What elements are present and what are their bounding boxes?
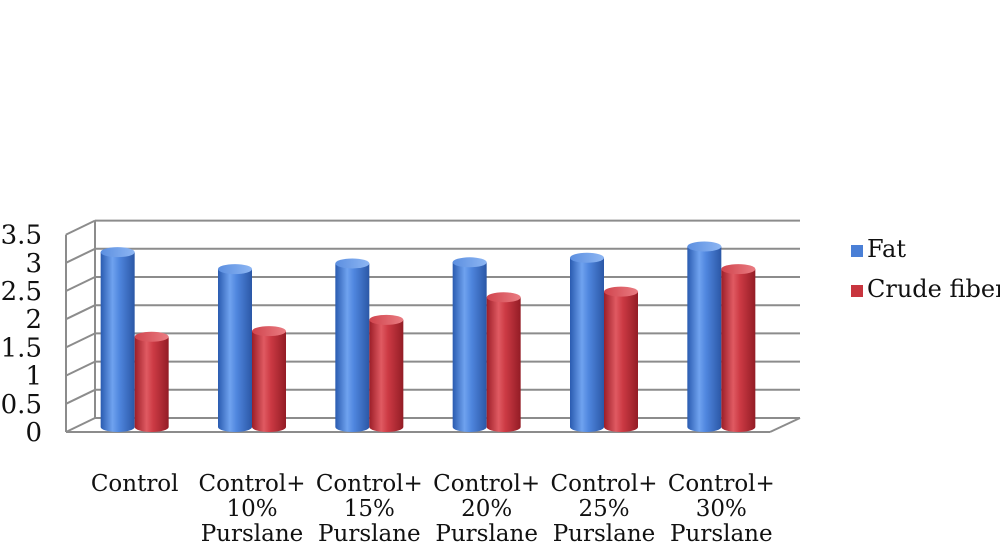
gridline-side <box>65 304 96 321</box>
y-tick-label: 1 <box>25 362 42 392</box>
bar-fat <box>335 258 370 432</box>
gridline-side <box>65 276 96 292</box>
x-tick-label: Control+ 30% Purslane <box>668 471 775 547</box>
bar-fat <box>687 241 722 432</box>
y-tick-label: 2 <box>25 305 42 335</box>
y-tick-label: 1.5 <box>1 333 42 363</box>
legend-label: Crude fiber <box>867 275 1000 303</box>
legend-item-fat: Fat <box>851 235 906 263</box>
y-tick-label: 3.5 <box>1 221 42 251</box>
x-tick-label: Control <box>91 471 179 497</box>
gridline-side <box>65 219 96 236</box>
x-tick-label: Control+ 25% Purslane <box>551 471 658 547</box>
x-tick-label: Control+ 10% Purslane <box>199 471 306 547</box>
bar-crude-fiber <box>604 286 638 432</box>
bar-fat <box>570 252 604 432</box>
y-tick-label: 2.5 <box>1 277 42 307</box>
y-tick-label: 0 <box>25 418 42 448</box>
legend-item-crude-fiber: Crude fiber <box>851 275 1000 303</box>
bar-crude-fiber <box>134 331 169 432</box>
bar-fat <box>100 247 135 432</box>
legend-swatch <box>851 285 863 297</box>
y-tick-label: 3 <box>25 249 42 279</box>
gridline-side <box>65 388 96 405</box>
bar-fat <box>218 264 252 432</box>
y-axis-ticks: 00.511.522.533.5 <box>1 221 42 448</box>
legend-label: Fat <box>867 235 906 263</box>
gridline-side <box>65 417 96 433</box>
legend-swatch <box>851 245 863 257</box>
bars <box>100 241 756 432</box>
bar-crude-fiber <box>369 314 404 432</box>
grid <box>65 219 801 433</box>
y-tick-label: 0.5 <box>1 390 42 420</box>
bar-crude-fiber <box>721 264 756 432</box>
bar-fat <box>452 257 487 432</box>
gridline-side <box>65 332 96 349</box>
gridline-side <box>65 360 96 377</box>
x-tick-label: Control+ 15% Purslane <box>316 471 423 547</box>
x-tick-label: Control+ 20% Purslane <box>433 471 540 547</box>
floor-right-edge <box>769 417 801 433</box>
bar-crude-fiber <box>486 292 521 432</box>
bar-crude-fiber <box>252 326 286 432</box>
legend: Fat Crude fiber <box>851 235 1000 303</box>
gridline-side <box>65 247 96 264</box>
